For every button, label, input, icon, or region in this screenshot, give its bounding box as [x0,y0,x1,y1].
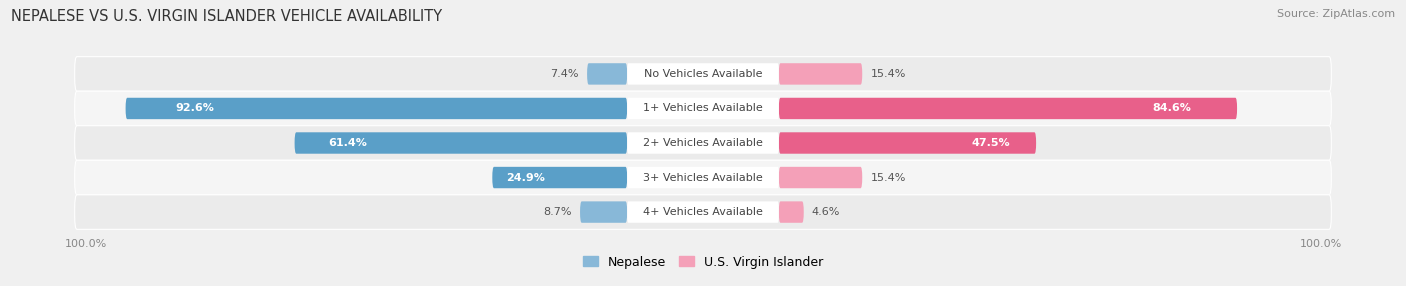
FancyBboxPatch shape [779,167,862,188]
FancyBboxPatch shape [75,195,1331,229]
Text: 47.5%: 47.5% [972,138,1011,148]
FancyBboxPatch shape [779,201,804,223]
FancyBboxPatch shape [627,63,779,85]
FancyBboxPatch shape [627,167,779,188]
FancyBboxPatch shape [779,132,1036,154]
Legend: Nepalese, U.S. Virgin Islander: Nepalese, U.S. Virgin Islander [583,255,823,269]
Text: 8.7%: 8.7% [544,207,572,217]
Text: 92.6%: 92.6% [176,104,215,114]
Text: 2+ Vehicles Available: 2+ Vehicles Available [643,138,763,148]
FancyBboxPatch shape [492,167,627,188]
FancyBboxPatch shape [75,160,1331,195]
Text: Source: ZipAtlas.com: Source: ZipAtlas.com [1277,9,1395,19]
Text: 84.6%: 84.6% [1153,104,1191,114]
FancyBboxPatch shape [295,132,627,154]
Text: 24.9%: 24.9% [506,172,544,182]
FancyBboxPatch shape [75,91,1331,126]
FancyBboxPatch shape [75,126,1331,160]
Text: 1+ Vehicles Available: 1+ Vehicles Available [643,104,763,114]
FancyBboxPatch shape [627,201,779,223]
FancyBboxPatch shape [581,201,627,223]
FancyBboxPatch shape [125,98,627,119]
Text: No Vehicles Available: No Vehicles Available [644,69,762,79]
FancyBboxPatch shape [779,63,862,85]
FancyBboxPatch shape [627,98,779,119]
FancyBboxPatch shape [588,63,627,85]
Text: 15.4%: 15.4% [870,69,905,79]
Text: 7.4%: 7.4% [551,69,579,79]
FancyBboxPatch shape [75,57,1331,91]
Text: 15.4%: 15.4% [870,172,905,182]
FancyBboxPatch shape [779,98,1237,119]
Text: 61.4%: 61.4% [328,138,367,148]
Text: 3+ Vehicles Available: 3+ Vehicles Available [643,172,763,182]
Text: NEPALESE VS U.S. VIRGIN ISLANDER VEHICLE AVAILABILITY: NEPALESE VS U.S. VIRGIN ISLANDER VEHICLE… [11,9,443,23]
FancyBboxPatch shape [627,132,779,154]
Text: 4.6%: 4.6% [811,207,841,217]
Text: 4+ Vehicles Available: 4+ Vehicles Available [643,207,763,217]
